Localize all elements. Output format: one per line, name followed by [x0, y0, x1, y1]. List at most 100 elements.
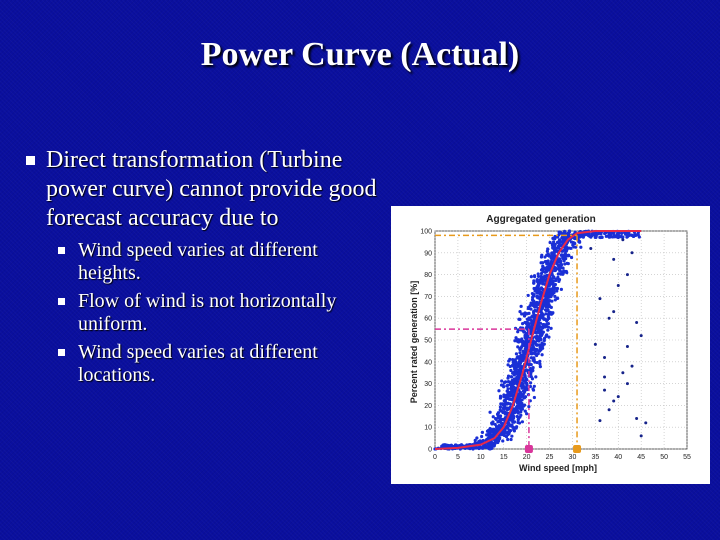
scatter-point [519, 403, 523, 407]
scatter-point [522, 372, 526, 376]
y-tick-label: 90 [424, 250, 432, 257]
scatter-point [488, 447, 492, 451]
scatter-point [521, 389, 526, 393]
scatter-point [562, 269, 566, 273]
scatter-point [529, 347, 533, 351]
scatter-point [491, 420, 495, 424]
scatter-point [531, 387, 535, 391]
x-tick-label: 0 [433, 454, 437, 461]
x-tick-label: 30 [569, 454, 577, 461]
scatter-point [520, 357, 524, 361]
x-tick-label: 35 [591, 454, 599, 461]
outlier-point [639, 434, 643, 438]
scatter-point [516, 416, 521, 421]
scatter-point [543, 270, 547, 274]
scatter-point [538, 349, 542, 353]
scatter-point [511, 360, 515, 365]
scatter-point [524, 368, 528, 372]
scatter-point [518, 361, 523, 365]
scatter-point [539, 291, 543, 295]
scatter-point [620, 231, 624, 235]
scatter-point [513, 409, 517, 413]
outlier-point [589, 246, 593, 250]
scatter-point [480, 434, 484, 439]
scatter-point [548, 240, 552, 245]
scatter-point [511, 425, 515, 429]
square-bullet-icon [58, 247, 65, 254]
scatter-point [636, 233, 640, 237]
scatter-point [562, 231, 566, 236]
scatter-point [525, 312, 529, 316]
scatter-point [473, 438, 477, 443]
scatter-point [547, 284, 551, 288]
scatter-point [480, 430, 485, 434]
scatter-point [527, 316, 531, 320]
scatter-point [491, 415, 495, 419]
scatter-point [520, 386, 524, 390]
scatter-point [569, 255, 574, 260]
scatter-point [532, 311, 536, 315]
scatter-point [541, 264, 545, 268]
scatter-point [494, 425, 499, 429]
x-tick-label: 15 [500, 454, 508, 461]
scatter-point [543, 308, 548, 312]
scatter-point [623, 232, 628, 236]
scatter-point [539, 337, 543, 342]
scatter-point [489, 428, 493, 432]
scatter-point [532, 384, 536, 388]
scatter-point [518, 369, 523, 373]
scatter-point [540, 253, 544, 257]
scatter-point [499, 383, 504, 387]
scatter-point [536, 352, 540, 356]
scatter-point [542, 301, 546, 305]
scatter-point [553, 294, 557, 298]
scatter-point [511, 416, 515, 420]
scatter-point [498, 416, 502, 420]
scatter-point [477, 439, 481, 444]
scatter-point [501, 418, 505, 422]
scatter-point [459, 443, 464, 447]
scatter-point [567, 246, 571, 250]
scatter-point [549, 277, 553, 281]
scatter-point [520, 407, 525, 411]
sub-bullet-list: Wind speed varies at different heights. … [18, 239, 378, 387]
slide-title: Power Curve (Actual) [200, 36, 520, 73]
scatter-point [478, 445, 482, 449]
scatter-point [492, 444, 496, 448]
x-tick-label: 5 [456, 454, 460, 461]
scatter-point [501, 439, 505, 443]
scatter-point [593, 231, 597, 236]
scatter-point [512, 364, 516, 369]
scatter-point [594, 234, 598, 238]
outlier-point [598, 297, 602, 301]
scatter-point [563, 254, 567, 258]
scatter-point [475, 436, 479, 440]
scatter-point [565, 261, 569, 265]
scatter-point [538, 328, 542, 332]
scatter-point [502, 399, 506, 403]
outlier-point [625, 273, 629, 277]
scatter-point [518, 310, 522, 314]
scatter-point [540, 276, 545, 280]
scatter-point [603, 231, 607, 236]
scatter-point [529, 356, 534, 360]
scatter-point [538, 362, 542, 366]
x-tick-label: 10 [477, 454, 485, 461]
scatter-point [549, 326, 553, 330]
scatter-point [529, 318, 533, 322]
scatter-point [506, 363, 510, 367]
outlier-point [593, 342, 597, 346]
scatter-point [512, 388, 517, 393]
scatter-point [539, 268, 544, 272]
sub-bullet: Wind speed varies at different heights. [48, 239, 378, 285]
outlier-point [612, 399, 616, 403]
scatter-point [496, 411, 501, 415]
scatter-point [496, 438, 500, 442]
scatter-point [488, 410, 492, 414]
power-curve-line [434, 230, 642, 450]
scatter-point [519, 304, 523, 308]
scatter-point [574, 245, 578, 249]
scatter-point [542, 323, 546, 327]
scatter-point [559, 262, 563, 266]
scatter-point [532, 301, 536, 305]
